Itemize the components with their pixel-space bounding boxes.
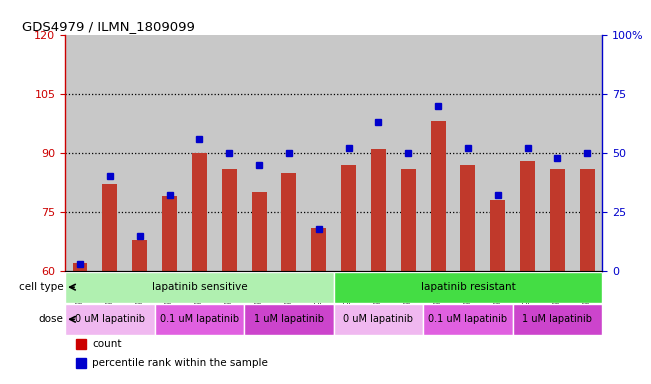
Bar [192,153,207,271]
Bar [341,165,356,271]
Bar [460,165,475,271]
Text: count: count [92,339,122,349]
Bar [401,169,416,271]
Bar [430,121,445,271]
Text: 0.1 uM lapatinib: 0.1 uM lapatinib [428,314,508,324]
Bar [65,272,334,303]
Bar [311,228,326,271]
Bar [244,304,334,335]
Text: 1 uM lapatinib: 1 uM lapatinib [254,314,324,324]
Text: 1 uM lapatinib: 1 uM lapatinib [522,314,592,324]
Text: 0 uM lapatinib: 0 uM lapatinib [343,314,413,324]
Text: cell type: cell type [19,282,63,292]
Bar [281,172,296,271]
Bar [550,169,565,271]
Text: dose: dose [38,314,63,324]
Bar [76,339,85,349]
Text: percentile rank within the sample: percentile rank within the sample [92,358,268,368]
Text: 0 uM lapatinib: 0 uM lapatinib [75,314,145,324]
Text: GDS4979 / ILMN_1809099: GDS4979 / ILMN_1809099 [22,20,195,33]
Bar [580,169,595,271]
Bar [334,272,602,303]
Text: lapatinib sensitive: lapatinib sensitive [152,282,247,292]
Bar [513,304,602,335]
Bar [162,196,177,271]
Bar [490,200,505,271]
Bar [102,184,117,271]
Bar [132,240,147,271]
Bar [334,304,423,335]
Bar [76,358,85,368]
Bar [520,161,535,271]
Bar [222,169,237,271]
Bar [251,192,266,271]
Bar [371,149,386,271]
Bar [155,304,244,335]
Bar [72,263,87,271]
Text: 0.1 uM lapatinib: 0.1 uM lapatinib [159,314,239,324]
Text: lapatinib resistant: lapatinib resistant [421,282,516,292]
Bar [423,304,513,335]
Bar [65,304,155,335]
